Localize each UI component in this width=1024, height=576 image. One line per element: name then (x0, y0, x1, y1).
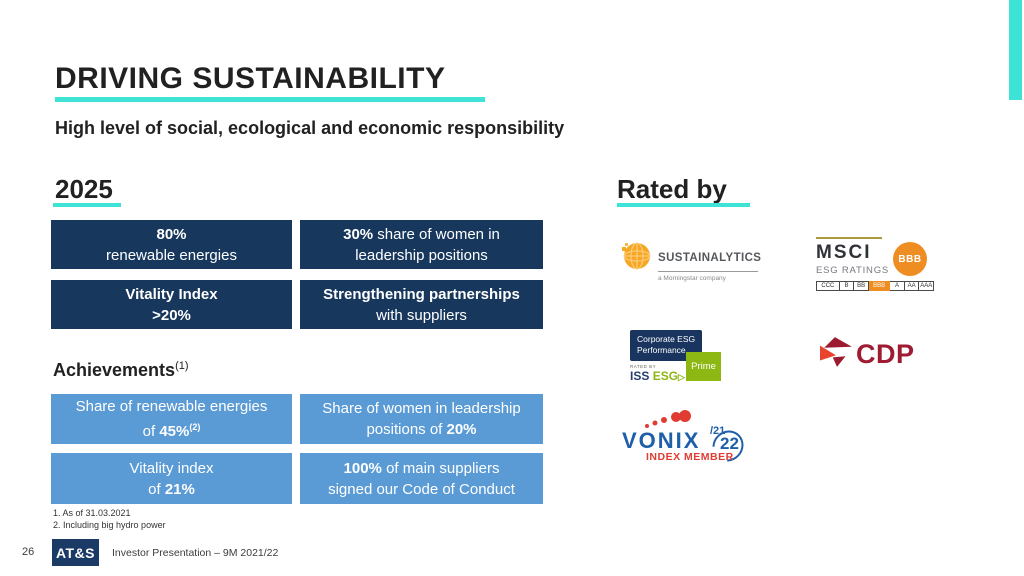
iss-rated-by-label: RATED BY (630, 364, 657, 369)
sustainalytics-divider (658, 271, 758, 272)
achievement-line: 100% of main suppliers (343, 459, 500, 477)
ats-logo: AT&S (52, 539, 99, 566)
msci-accent-line (816, 237, 882, 239)
sustainalytics-globe-icon (621, 241, 651, 276)
iss-prime-badge: Prime (686, 352, 721, 381)
footnote-1: 1. As of 31.03.2021 (53, 508, 131, 518)
msci-esg-ratings-logo: MSCI ESG RATINGS BBB CCC B BB BBB A AA A… (816, 236, 936, 292)
target-line: 80% (156, 225, 187, 243)
msci-rating-scale: CCC B BB BBB A AA AAA (816, 281, 934, 291)
target-line: >20% (152, 306, 191, 324)
footnote-2: 2. Including big hydro power (53, 520, 166, 530)
achievement-box-code-of-conduct: 100% of main suppliers signed our Code o… (300, 453, 543, 504)
iss-esg-prime-logo: Corporate ESG Performance Prime RATED BY… (630, 330, 750, 385)
iss-arrow-icon: ▷ (678, 372, 685, 382)
achievement-line: Share of renewable energies (75, 398, 268, 415)
sustainalytics-wordmark: SUSTAINALYTICS (658, 252, 762, 264)
achievement-box-renewable-energies: Share of renewable energies of 45%(2) (51, 394, 292, 444)
title-underline (55, 97, 485, 102)
achievement-box-women-leadership: Share of women in leadership positions o… (300, 394, 543, 444)
achievement-line: Share of women in leadership (322, 400, 521, 417)
cdp-triangles-icon (820, 337, 854, 372)
target-box-women-leadership: 30% share of women in leadership positio… (300, 220, 543, 269)
msci-scale-cell: B (839, 281, 855, 291)
section-heading-rated-by: Rated by (617, 174, 727, 204)
achievement-line: Vitality index (129, 459, 214, 477)
achievement-line: positions of 20% (366, 421, 477, 438)
vonix-wordmark: VONIX (622, 428, 701, 453)
heading-rated-by-underline (617, 203, 750, 207)
msci-wordmark: MSCI (816, 242, 872, 263)
msci-scale-cell: AA (904, 281, 920, 291)
msci-rating-badge: BBB (893, 242, 927, 276)
target-line: Strengthening partnerships (323, 285, 520, 303)
msci-scale-cell: A (890, 281, 905, 291)
sustainalytics-tagline: a Morningstar company (658, 275, 726, 282)
msci-subtitle: ESG RATINGS (816, 265, 890, 276)
target-box-vitality-index: Vitality Index >20% (51, 280, 292, 329)
top-right-accent-bar (1009, 0, 1022, 100)
section-heading-achievements: Achievements(1) (53, 360, 189, 380)
msci-scale-cell-highlighted: BBB (868, 281, 891, 291)
footer-presentation-title: Investor Presentation – 9M 2021/22 (112, 547, 279, 559)
achievement-line: signed our Code of Conduct (328, 480, 515, 498)
page-title: DRIVING SUSTAINABILITY (55, 62, 446, 95)
msci-scale-cell: AAA (919, 281, 934, 291)
msci-scale-cell: CCC (816, 281, 840, 291)
achievement-line: of 21% (148, 480, 195, 498)
page-number: 26 (22, 546, 35, 558)
sustainalytics-logo: SUSTAINALYTICS a Morningstar company (621, 238, 766, 288)
vonix-year-bottom: 22 (720, 434, 739, 453)
subtitle: High level of social, ecological and eco… (55, 118, 565, 138)
cdp-wordmark: CDP (856, 339, 915, 369)
target-line: 30% share of women in (343, 225, 500, 243)
achievement-box-vitality-index: Vitality index of 21% (51, 453, 292, 504)
target-line: leadership positions (355, 246, 488, 264)
msci-scale-cell: BB (854, 281, 869, 291)
vonix-index-member-label: INDEX MEMBER (646, 451, 734, 463)
vonix-dots-icon (643, 410, 693, 435)
iss-esg-wordmark: ISS ESG▷ (630, 369, 685, 383)
target-box-supplier-partnerships: Strengthening partnerships with supplier… (300, 280, 543, 329)
target-line: with suppliers (376, 306, 467, 324)
vonix-index-member-logo: VONIX /21 22 INDEX MEMBER (605, 408, 765, 468)
heading-2025-underline (53, 203, 121, 207)
target-line: Vitality Index (125, 285, 218, 303)
target-line: renewable energies (106, 246, 237, 264)
section-heading-2025: 2025 (55, 174, 113, 204)
target-box-renewable-energies: 80% renewable energies (51, 220, 292, 269)
cdp-logo: CDP (820, 337, 915, 372)
vonix-year-top: /21 (710, 425, 726, 437)
achievement-line: of 45%(2) (142, 422, 201, 440)
